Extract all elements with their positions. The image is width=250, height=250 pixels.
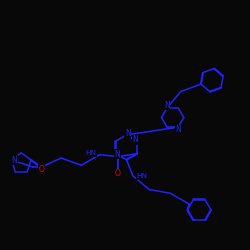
Text: N: N (132, 135, 138, 144)
Text: O: O (114, 169, 120, 178)
Text: N: N (125, 128, 130, 138)
Text: N: N (115, 150, 120, 159)
Text: HN: HN (136, 174, 147, 180)
Text: N: N (12, 156, 17, 164)
Text: HN: HN (85, 150, 96, 156)
Text: O: O (38, 164, 44, 173)
Text: N: N (164, 101, 170, 110)
Text: N: N (175, 125, 181, 134)
